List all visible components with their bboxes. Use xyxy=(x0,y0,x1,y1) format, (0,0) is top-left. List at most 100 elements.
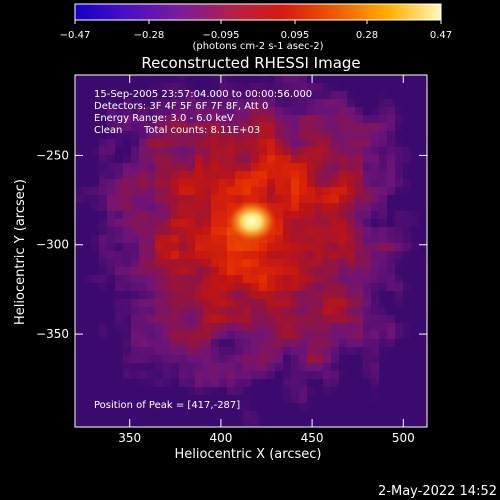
heatmap-cell xyxy=(115,187,124,196)
heatmap-cell xyxy=(203,171,212,180)
heatmap-cell xyxy=(275,395,284,404)
heatmap-cell xyxy=(251,315,260,324)
heatmap-cell xyxy=(291,227,300,236)
heatmap-cell xyxy=(195,131,204,140)
heatmap-cell xyxy=(347,219,356,228)
heatmap-cell xyxy=(99,411,108,420)
heatmap-cell xyxy=(235,275,244,284)
heatmap-cell xyxy=(179,259,188,268)
heatmap-cell xyxy=(251,91,260,100)
heatmap-cell xyxy=(83,75,92,84)
heatmap-cell xyxy=(123,411,132,420)
heatmap-cell xyxy=(347,371,356,380)
heatmap-cell xyxy=(379,315,388,324)
heatmap-cell xyxy=(75,147,84,156)
heatmap-cell xyxy=(307,131,316,140)
heatmap-cell xyxy=(147,219,156,228)
heatmap-cell xyxy=(419,355,427,364)
heatmap-cell xyxy=(275,155,284,164)
heatmap-cell xyxy=(227,315,236,324)
heatmap-cell xyxy=(379,251,388,260)
heatmap-cell xyxy=(83,195,92,204)
heatmap-cell xyxy=(363,195,372,204)
heatmap-cell xyxy=(195,259,204,268)
heatmap-cell xyxy=(147,75,156,84)
heatmap-cell xyxy=(331,267,340,276)
heatmap-cell xyxy=(115,75,124,84)
heatmap-cell xyxy=(83,147,92,156)
heatmap-cell xyxy=(139,323,148,332)
heatmap-cell xyxy=(323,155,332,164)
heatmap-cell xyxy=(403,315,412,324)
heatmap-cell xyxy=(251,419,260,427)
detectors-annotation: Detectors: 3F 4F 5F 6F 7F 8F, Att 0 xyxy=(94,101,268,112)
heatmap-cell xyxy=(195,251,204,260)
heatmap-cell xyxy=(139,395,148,404)
heatmap-cell xyxy=(251,243,260,252)
heatmap-cell xyxy=(155,219,164,228)
heatmap-cell xyxy=(179,219,188,228)
heatmap-cell xyxy=(131,331,140,340)
heatmap-cell xyxy=(323,307,332,316)
heatmap-cell xyxy=(363,235,372,244)
heatmap-cell xyxy=(219,371,228,380)
heatmap-cell xyxy=(243,123,252,132)
heatmap-cell xyxy=(299,163,308,172)
heatmap-cell xyxy=(355,315,364,324)
heatmap-cell xyxy=(355,403,364,412)
heatmap-cell xyxy=(283,411,292,420)
heatmap-cell xyxy=(291,107,300,116)
heatmap-cell xyxy=(275,187,284,196)
heatmap-cell xyxy=(107,379,116,388)
heatmap-cell xyxy=(403,99,412,108)
heatmap-cell xyxy=(275,315,284,324)
heatmap-cell xyxy=(275,163,284,172)
heatmap-cell xyxy=(419,99,427,108)
heatmap-cell xyxy=(371,147,380,156)
heatmap-cell xyxy=(211,195,220,204)
heatmap-cell xyxy=(267,139,276,148)
heatmap-cell xyxy=(227,115,236,124)
heatmap-cell xyxy=(139,139,148,148)
heatmap-cell xyxy=(219,163,228,172)
heatmap-cell xyxy=(107,403,116,412)
heatmap-cell xyxy=(203,419,212,427)
heatmap-cell xyxy=(115,323,124,332)
heatmap-cell xyxy=(131,315,140,324)
heatmap-cell xyxy=(163,259,172,268)
heatmap-cell xyxy=(275,99,284,108)
heatmap-cell xyxy=(147,395,156,404)
heatmap-cell xyxy=(99,419,108,427)
heatmap-cell xyxy=(403,259,412,268)
heatmap-cell xyxy=(355,219,364,228)
heatmap-cell xyxy=(419,307,427,316)
heatmap-cell xyxy=(203,179,212,188)
heatmap-cell xyxy=(235,403,244,412)
heatmap-cell xyxy=(363,187,372,196)
heatmap-cell xyxy=(323,267,332,276)
heatmap-cell xyxy=(123,139,132,148)
heatmap-cell xyxy=(251,123,260,132)
heatmap-cell xyxy=(123,283,132,292)
heatmap-cell xyxy=(131,179,140,188)
heatmap-cell xyxy=(403,227,412,236)
heatmap-cell xyxy=(299,187,308,196)
heatmap-cell xyxy=(347,323,356,332)
heatmap-cell xyxy=(123,211,132,220)
heatmap-cell xyxy=(371,363,380,372)
heatmap-cell xyxy=(163,411,172,420)
heatmap-cell xyxy=(419,379,427,388)
heatmap-cell xyxy=(75,187,84,196)
heatmap-cell xyxy=(227,283,236,292)
heatmap-cell xyxy=(243,155,252,164)
heatmap-cell xyxy=(171,235,180,244)
heatmap-cell xyxy=(83,323,92,332)
heatmap-cell xyxy=(115,99,124,108)
heatmap-cell xyxy=(219,171,228,180)
heatmap-cell xyxy=(299,107,308,116)
heatmap-cell xyxy=(323,187,332,196)
heatmap-cell xyxy=(155,291,164,300)
heatmap-cell xyxy=(315,283,324,292)
heatmap-cell xyxy=(307,83,316,92)
heatmap-cell xyxy=(403,363,412,372)
